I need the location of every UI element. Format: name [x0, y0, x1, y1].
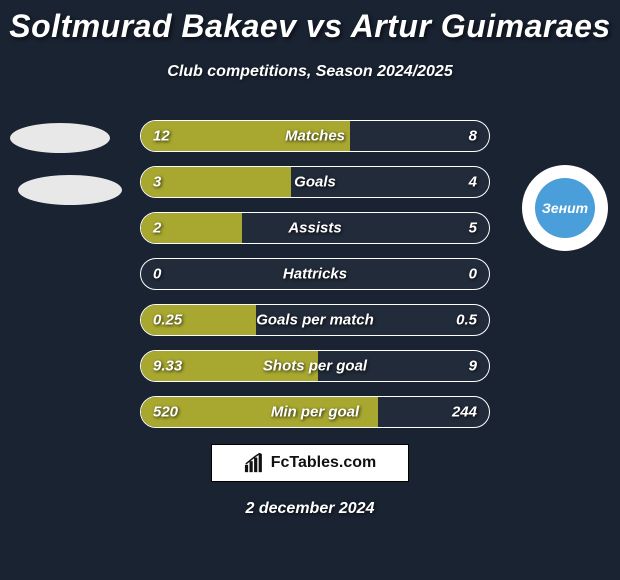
stat-row: 9.33 Shots per goal 9 — [140, 350, 490, 382]
stat-bars: 12 Matches 8 3 Goals 4 2 Assists 5 0 Hattricks 0 0.2… — [140, 120, 490, 442]
stat-left-value: 12 — [153, 128, 170, 145]
chart-icon — [244, 453, 266, 473]
footer-date: 2 december 2024 — [0, 500, 620, 518]
stat-label: Assists — [288, 220, 341, 237]
player1-club-logo-2 — [18, 175, 122, 205]
stat-label: Goals — [294, 174, 336, 191]
stat-label: Goals per match — [256, 312, 374, 329]
stat-label: Hattricks — [283, 266, 347, 283]
stat-left-value: 0.25 — [153, 312, 182, 329]
stat-row: 520 Min per goal 244 — [140, 396, 490, 428]
stat-right-value: 0.5 — [456, 312, 477, 329]
stat-left-value: 2 — [153, 220, 161, 237]
stat-left-value: 3 — [153, 174, 161, 191]
stat-label: Shots per goal — [263, 358, 367, 375]
zenit-logo-text: Зенит — [542, 200, 588, 216]
stat-row: 3 Goals 4 — [140, 166, 490, 198]
stat-right-value: 9 — [469, 358, 477, 375]
stat-right-value: 0 — [469, 266, 477, 283]
stat-label: Matches — [285, 128, 345, 145]
stat-right-value: 4 — [469, 174, 477, 191]
stat-row: 0 Hattricks 0 — [140, 258, 490, 290]
stat-right-value: 5 — [469, 220, 477, 237]
comparison-title: Soltmurad Bakaev vs Artur Guimaraes — [0, 0, 620, 45]
stat-row: 0.25 Goals per match 0.5 — [140, 304, 490, 336]
player1-club-logo-1 — [10, 123, 110, 153]
stat-row: 2 Assists 5 — [140, 212, 490, 244]
stat-label: Min per goal — [271, 404, 359, 421]
season-subtitle: Club competitions, Season 2024/2025 — [0, 63, 620, 81]
stat-bar-fill — [141, 167, 291, 197]
stat-left-value: 0 — [153, 266, 161, 283]
zenit-logo-inner: Зенит — [535, 178, 595, 238]
stat-left-value: 520 — [153, 404, 178, 421]
fctables-badge-text: FcTables.com — [271, 454, 377, 472]
fctables-badge: FcTables.com — [211, 444, 409, 482]
stat-right-value: 8 — [469, 128, 477, 145]
player2-club-logo: Зенит — [522, 165, 608, 251]
stat-row: 12 Matches 8 — [140, 120, 490, 152]
stat-right-value: 244 — [452, 404, 477, 421]
stat-left-value: 9.33 — [153, 358, 182, 375]
